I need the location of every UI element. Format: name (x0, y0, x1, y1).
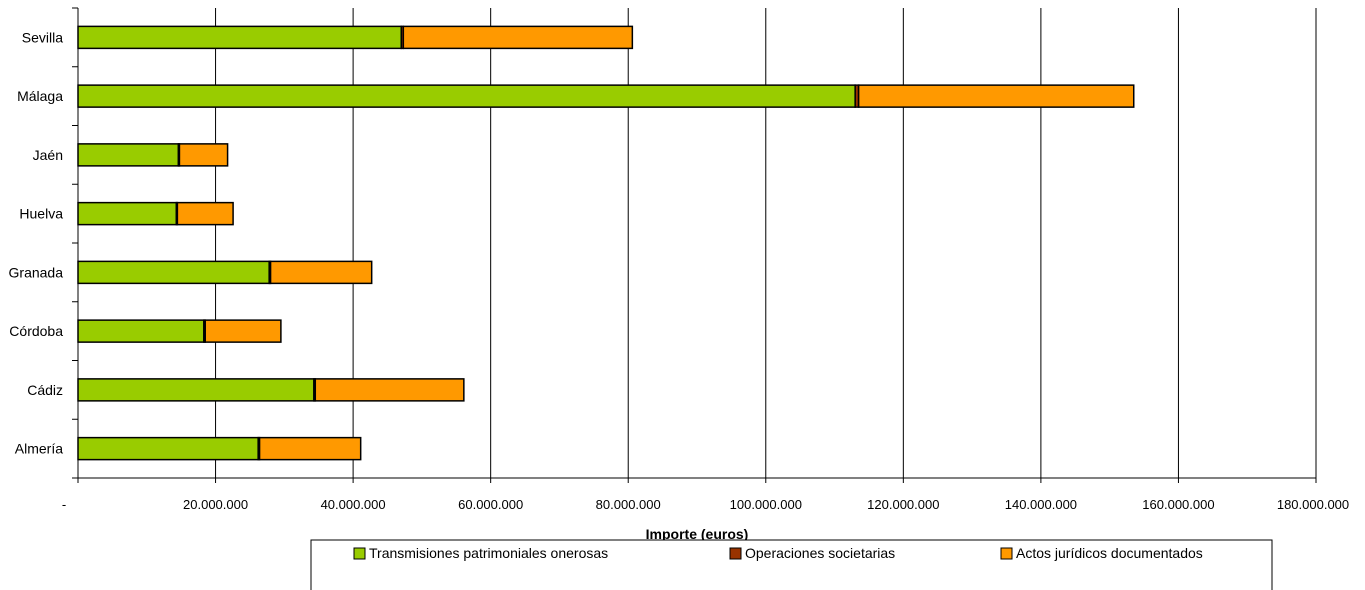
bar-segment (77, 436, 259, 461)
legend-box (310, 539, 1273, 590)
bar-segment (402, 25, 634, 50)
bar-segment (178, 143, 229, 167)
bar-segment (77, 25, 403, 50)
bar-segment (176, 201, 234, 226)
x-axis-title: Importe (euros) (646, 526, 749, 542)
legend-label: Transmisiones patrimoniales onerosas (369, 545, 608, 561)
bar-segment (269, 260, 373, 285)
bars (77, 25, 1135, 461)
legend-label: Operaciones societarias (745, 545, 895, 561)
bar-segment (77, 378, 315, 402)
category-label: Sevilla (22, 29, 63, 45)
category-label: Cádiz (27, 382, 63, 398)
legend-swatch (729, 547, 742, 560)
x-tick-label: 80.000.000 (596, 497, 661, 512)
category-label: Almería (15, 441, 63, 457)
category-label: Málaga (17, 88, 63, 104)
category-label: Huelva (19, 206, 63, 222)
axes (72, 7, 1317, 483)
bar-segment (204, 319, 282, 343)
x-tick-label: 20.000.000 (183, 497, 248, 512)
bar-segment (258, 436, 362, 461)
x-tick-label: 180.000.000 (1277, 497, 1349, 512)
x-tick-label: 60.000.000 (458, 497, 523, 512)
bar-segment (77, 84, 856, 108)
bar-segment (77, 143, 180, 167)
bar-segment (77, 260, 270, 285)
bar-segment (857, 84, 1135, 108)
x-tick-label: 120.000.000 (867, 497, 939, 512)
legend-swatch (353, 547, 366, 560)
category-label: Jaén (33, 147, 63, 163)
category-label: Córdoba (9, 323, 63, 339)
x-tick-label: 40.000.000 (321, 497, 386, 512)
bar-segment (314, 378, 465, 402)
legend-label: Actos jurídicos documentados (1016, 545, 1203, 561)
x-tick-label: 160.000.000 (1142, 497, 1214, 512)
category-label: Granada (9, 264, 64, 280)
bar-segment (77, 319, 205, 343)
category-labels: Almería Cádiz Córdoba Granada Huelva Jaén Mála… (9, 29, 64, 456)
bar-segment (77, 201, 178, 226)
x-tick-labels: - 20.000.000 40.000.000 60.000.000 80.000.00… (62, 497, 1349, 512)
x-tick-label: - (62, 497, 66, 512)
x-tick-label: 140.000.000 (1005, 497, 1077, 512)
x-tick-label: 100.000.000 (730, 497, 802, 512)
legend-swatch (1000, 547, 1013, 560)
legend: Transmisiones patrimoniales onerosas Oper… (310, 539, 1273, 590)
grid-lines (215, 8, 1317, 478)
